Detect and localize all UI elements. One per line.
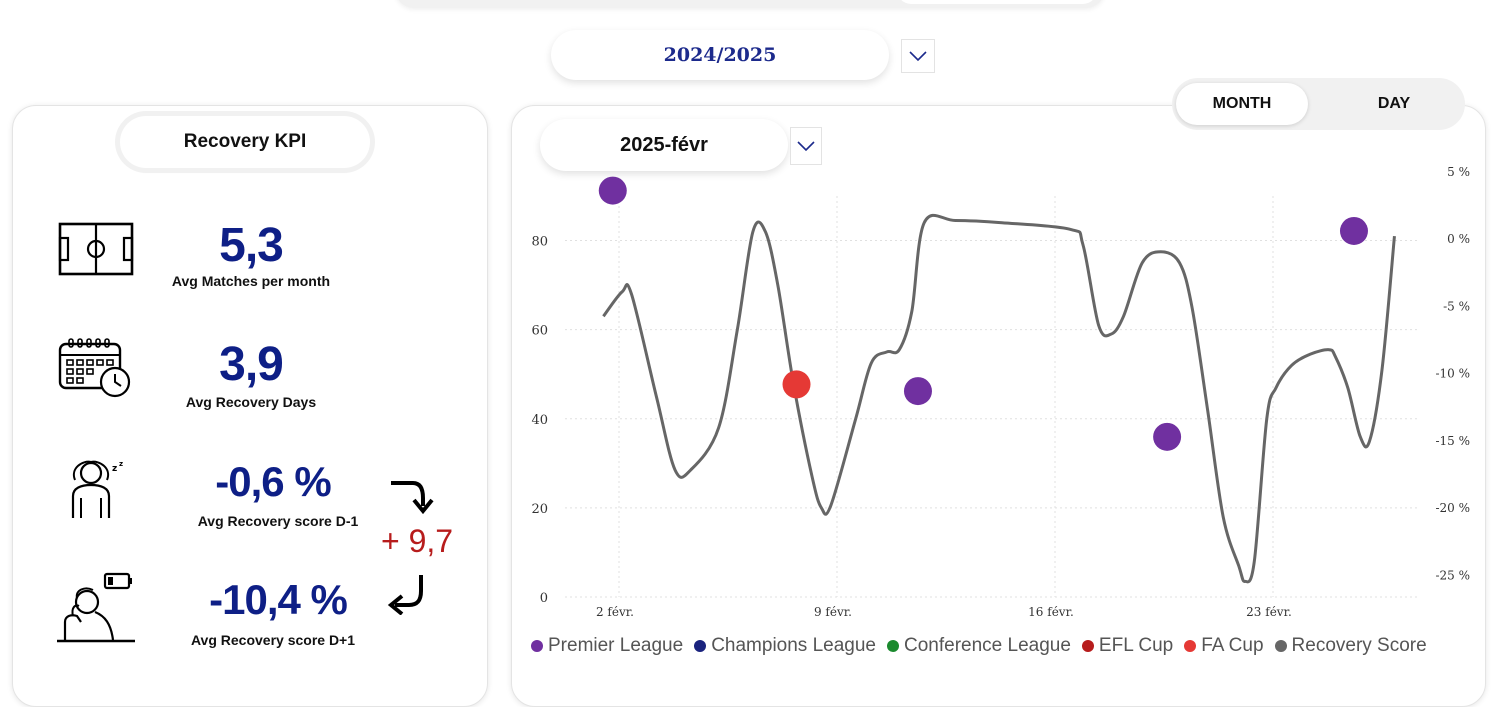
chart-legend: Premier League Champions League Conference… xyxy=(531,635,1427,657)
y-right-tick-label: 0 % xyxy=(1447,232,1470,246)
period-toggle[interactable]: MONTH DAY xyxy=(1172,78,1465,130)
y-right-tick-label: -15 % xyxy=(1435,434,1470,448)
toggle-month[interactable]: MONTH xyxy=(1176,83,1308,125)
x-tick-label: 16 févr. xyxy=(1028,605,1074,619)
y-left-tick-label: 20 xyxy=(531,502,548,517)
top-filter-bar xyxy=(395,0,1105,8)
tired-person-low-battery-icon xyxy=(55,572,137,648)
legend-dot xyxy=(887,640,899,652)
arrow-down-left-icon xyxy=(385,571,433,619)
y-right-tick-label: -5 % xyxy=(1443,299,1470,313)
top-filter-pill[interactable] xyxy=(897,0,1097,4)
month-chevron-down-icon[interactable] xyxy=(790,127,822,165)
y-left-tick-label: 60 xyxy=(531,324,548,339)
y-right-tick-label: 5 % xyxy=(1447,165,1470,179)
x-tick-label: 9 févr. xyxy=(814,605,852,619)
match-point-premier-league xyxy=(1339,216,1368,245)
avg-matches-label: Avg Matches per month xyxy=(171,273,331,289)
recovery-chart-panel: 2025-févr 0 20 40 60 80 5 % 0 % -5 % -10 % -15 % -… xyxy=(511,105,1486,707)
legend-item: Premier League xyxy=(531,635,683,657)
legend-label: Conference League xyxy=(904,635,1071,656)
legend-item: EFL Cup xyxy=(1081,635,1174,657)
y-left-tick-label: 0 xyxy=(540,591,548,606)
y-left-tick-label: 80 xyxy=(531,235,548,250)
avg-recovery-score-d-minus-1-value: -0,6 % xyxy=(215,458,331,505)
kpi-panel-title: Recovery KPI xyxy=(120,116,370,168)
legend-item: Champions League xyxy=(694,635,876,657)
month-value[interactable]: 2025-févr xyxy=(540,119,788,171)
avg-recovery-days-label: Avg Recovery Days xyxy=(185,394,317,410)
legend-dot xyxy=(1274,640,1287,652)
avg-recovery-score-d-plus-1-label: Avg Recovery score D+1 xyxy=(190,632,356,648)
season-value[interactable]: 2024/2025 xyxy=(551,30,889,80)
sleeping-person-icon: z z xyxy=(65,458,129,526)
legend-item: Conference League xyxy=(887,635,1071,657)
match-point-premier-league xyxy=(903,377,932,406)
legend-dot xyxy=(1081,640,1094,652)
y-right-tick-label: -20 % xyxy=(1435,501,1470,515)
avg-recovery-score-d-plus-1-value: -10,4 % xyxy=(209,576,348,623)
legend-item: Recovery Score xyxy=(1274,635,1427,657)
y-left-tick-label: 40 xyxy=(531,413,548,428)
legend-label: Recovery Score xyxy=(1291,635,1427,656)
x-tick-label: 2 févr. xyxy=(596,605,634,619)
match-point-fa-cup xyxy=(782,370,811,399)
season-chevron-down-icon[interactable] xyxy=(901,39,935,73)
season-dropdown[interactable]: 2024/2025 xyxy=(551,30,935,80)
legend-dot xyxy=(531,640,543,652)
recovery-kpi-panel: Recovery KPI 5,3 Avg Matches per month xyxy=(12,105,488,707)
legend-label: EFL Cup xyxy=(1098,635,1174,656)
legend-label: FA Cup xyxy=(1201,635,1264,656)
avg-recovery-days-value: 3,9 xyxy=(219,338,284,391)
avg-recovery-score-d-minus-1-label: Avg Recovery score D-1 xyxy=(197,513,359,529)
toggle-day[interactable]: DAY xyxy=(1377,95,1411,112)
legend-dot xyxy=(1184,640,1197,652)
avg-matches-value: 5,3 xyxy=(219,219,284,272)
y-right-tick-label: -10 % xyxy=(1435,367,1470,381)
x-tick-label: 23 févr. xyxy=(1246,605,1292,619)
month-dropdown[interactable]: 2025-févr xyxy=(540,119,822,171)
legend-label: Champions League xyxy=(711,635,876,656)
arrow-down-right-icon xyxy=(387,478,435,522)
svg-text:z: z xyxy=(112,464,117,474)
football-pitch-icon xyxy=(58,221,134,281)
calendar-clock-icon xyxy=(58,338,134,404)
recovery-score-difference: + 9,7 xyxy=(381,523,454,559)
y-right-tick-label: -25 % xyxy=(1435,569,1470,583)
recovery-score-chart: 0 20 40 60 80 5 % 0 % -5 % -10 % -15 % -20 % -25 % 2… xyxy=(531,165,1470,619)
match-point-premier-league xyxy=(1153,422,1182,451)
match-point-premier-league xyxy=(598,176,627,205)
recovery-score-line xyxy=(602,213,1396,584)
svg-text:z: z xyxy=(119,460,123,468)
legend-item: FA Cup xyxy=(1184,635,1264,657)
legend-dot xyxy=(694,640,707,652)
legend-label: Premier League xyxy=(548,635,684,656)
